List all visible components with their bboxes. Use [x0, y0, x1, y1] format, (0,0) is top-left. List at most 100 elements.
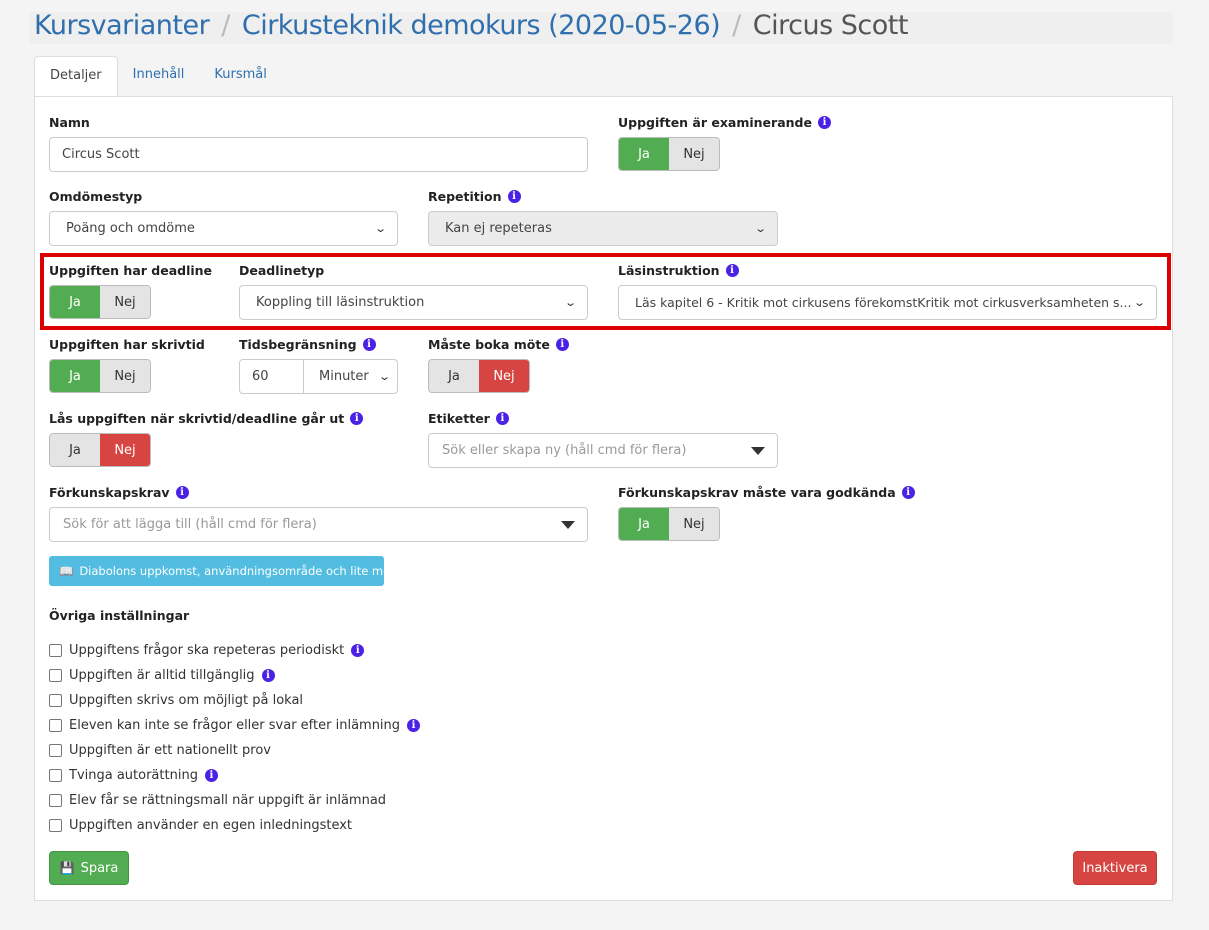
remove-icon[interactable]: ✖ [400, 564, 411, 578]
ja-button[interactable]: Ja [429, 360, 479, 392]
floppy-disk-icon: 💾 [59, 861, 75, 875]
tidsbegransning-label: Tidsbegränsning i [239, 337, 376, 352]
omdomestyp-select[interactable]: Poäng och omdöme ⌄ [49, 211, 398, 246]
nej-button[interactable]: Nej [100, 286, 150, 318]
label-text: Förkunskapskrav [49, 485, 170, 500]
tab-innehall[interactable]: Innehåll [132, 67, 185, 82]
checkbox-autorattning[interactable]: Tvinga autorättning i [49, 763, 420, 788]
omdomestyp-label: Omdömestyp [49, 189, 142, 204]
nej-button[interactable]: Nej [100, 360, 150, 392]
checkbox[interactable] [49, 644, 62, 657]
skrivtid-label: Uppgiften har skrivtid [49, 337, 205, 352]
etiketter-label: Etiketter i [428, 411, 509, 426]
info-icon[interactable]: i [495, 412, 509, 425]
info-icon[interactable]: i [261, 669, 275, 682]
lasinstruktion-select[interactable]: Läs kapitel 6 - Kritik mot cirkusens för… [618, 285, 1157, 320]
checkbox-repeteras[interactable]: Uppgiftens frågor ska repeteras periodis… [49, 638, 420, 663]
tab-kursmal[interactable]: Kursmål [214, 67, 267, 82]
checkbox-lokal[interactable]: Uppgiften skrivs om möjligt på lokal [49, 688, 420, 713]
checkbox-label: Tvinga autorättning [69, 768, 198, 783]
ja-button[interactable]: Ja [50, 360, 100, 392]
tidsbegransning-input[interactable]: 60 [239, 359, 304, 394]
forkunskap-godkanda-toggle[interactable]: Ja Nej [618, 507, 720, 541]
forkunskapskrav-input[interactable]: Sök för att lägga till (håll cmd för fle… [49, 507, 588, 542]
deadlinetyp-label: Deadlinetyp [239, 263, 324, 278]
checkbox-inte-se-fragor[interactable]: Eleven kan inte se frågor eller svar eft… [49, 713, 421, 738]
nej-button[interactable]: Nej [669, 508, 719, 540]
label-text: Måste boka möte [428, 337, 550, 352]
checkbox[interactable] [49, 794, 62, 807]
info-icon[interactable]: i [351, 644, 365, 657]
info-icon[interactable]: i [175, 486, 189, 499]
tidsenhet-select[interactable]: Minuter ⌄ [303, 359, 398, 394]
info-icon[interactable]: i [901, 486, 915, 499]
info-icon[interactable]: i [725, 264, 739, 277]
checkbox-nationellt-prov[interactable]: Uppgiften är ett nationellt prov [49, 738, 420, 763]
ja-button[interactable]: Ja [619, 508, 669, 540]
repetition-select[interactable]: Kan ej repeteras ⌄ [428, 211, 778, 246]
ja-button[interactable]: Ja [50, 434, 100, 466]
lasinstruktion-label: Läsinstruktion i [618, 263, 739, 278]
info-icon[interactable]: i [362, 338, 376, 351]
label-text: Tidsbegränsning [239, 337, 357, 352]
info-icon[interactable]: i [204, 769, 218, 782]
placeholder: Sök för att lägga till (håll cmd för fle… [63, 517, 317, 532]
chevron-down-icon: ⌄ [1132, 296, 1146, 309]
checkbox[interactable] [49, 819, 62, 832]
boka-mote-label: Måste boka möte i [428, 337, 569, 352]
deadlinetyp-select[interactable]: Koppling till läsinstruktion ⌄ [239, 285, 588, 320]
save-button[interactable]: 💾 Spara [49, 851, 129, 885]
etiketter-input[interactable]: Sök eller skapa ny (håll cmd för flera) [428, 433, 778, 468]
nej-button[interactable]: Nej [669, 138, 719, 170]
checkbox[interactable] [49, 769, 62, 782]
deactivate-button[interactable]: Inaktivera [1073, 851, 1157, 885]
highlight-box [40, 253, 1171, 330]
checkbox-rattningsmall[interactable]: Elev får se rättningsmall när uppgift är… [49, 788, 420, 813]
checkbox-label: Elev får se rättningsmall när uppgift är… [69, 793, 387, 808]
checkbox[interactable] [49, 694, 62, 707]
checkbox-label: Eleven kan inte se frågor eller svar eft… [69, 718, 401, 733]
forkunskapskrav-label: Förkunskapskrav i [49, 485, 189, 500]
chevron-down-icon: ⌄ [373, 222, 387, 235]
info-icon[interactable]: i [507, 190, 521, 203]
breadcrumb-course[interactable]: Cirkusteknik demokurs (2020-05-26) [241, 10, 721, 41]
skrivtid-toggle[interactable]: Ja Nej [49, 359, 151, 393]
breadcrumb-kursvarianter[interactable]: Kursvarianter [34, 10, 210, 41]
checkbox[interactable] [49, 669, 62, 682]
label-text: Uppgiften är examinerande [618, 115, 812, 130]
ja-button[interactable]: Ja [619, 138, 669, 170]
label-text: Namn [49, 115, 90, 130]
chevron-down-icon: ⌄ [753, 222, 767, 235]
namn-input[interactable]: Circus Scott [49, 137, 588, 172]
checkbox-tillganglig[interactable]: Uppgiften är alltid tillgänglig i [49, 663, 420, 688]
checkbox-inledningstext[interactable]: Uppgiften använder en egen inledningstex… [49, 813, 420, 838]
info-icon[interactable]: i [407, 719, 421, 732]
boka-mote-toggle[interactable]: Ja Nej [428, 359, 530, 393]
checkbox-label: Uppgiften skrivs om möjligt på lokal [69, 693, 304, 708]
select-value: Poäng och omdöme [66, 221, 195, 236]
checkbox[interactable] [49, 744, 62, 757]
las-label: Lås uppgiften när skrivtid/deadline går … [49, 411, 364, 426]
examinerande-toggle[interactable]: Ja Nej [618, 137, 720, 171]
deadline-toggle[interactable]: Ja Nej [49, 285, 151, 319]
nej-button[interactable]: Nej [100, 434, 150, 466]
book-icon: 📖 [59, 564, 74, 578]
info-icon[interactable]: i [555, 338, 569, 351]
select-value: Läs kapitel 6 - Kritik mot cirkusens för… [635, 295, 1132, 310]
breadcrumb-current: Circus Scott [752, 10, 909, 41]
label-text: Lås uppgiften när skrivtid/deadline går … [49, 411, 345, 426]
info-icon[interactable]: i [817, 116, 831, 129]
checkbox[interactable] [49, 719, 62, 732]
select-value: Kan ej repeteras [445, 221, 552, 236]
nej-button[interactable]: Nej [479, 360, 529, 392]
las-toggle[interactable]: Ja Nej [49, 433, 151, 467]
placeholder: Sök eller skapa ny (håll cmd för flera) [442, 443, 687, 458]
ja-button[interactable]: Ja [50, 286, 100, 318]
tab-detaljer[interactable]: Detaljer [34, 56, 118, 97]
repetition-label: Repetition i [428, 189, 521, 204]
ovriga-list: Uppgiftens frågor ska repeteras periodis… [49, 638, 421, 838]
label-text: Omdömestyp [49, 189, 143, 204]
prerequisite-chip: 📖 Diabolons uppkomst, användningsområde o… [49, 556, 411, 586]
info-icon[interactable]: i [350, 412, 364, 425]
select-value: Koppling till läsinstruktion [256, 295, 425, 310]
